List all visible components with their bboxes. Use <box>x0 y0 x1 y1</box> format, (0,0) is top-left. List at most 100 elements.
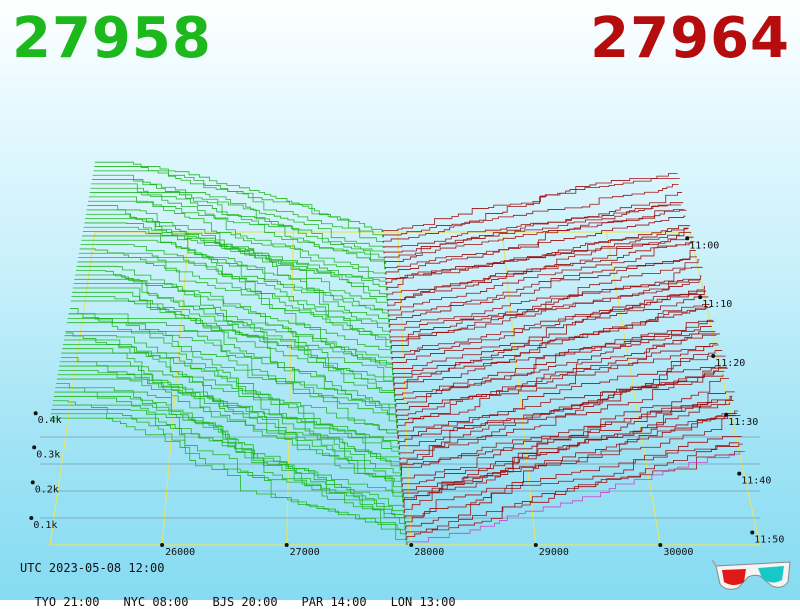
bid-depth-line <box>81 239 390 328</box>
ask-depth-line <box>385 228 688 280</box>
ask-depth-line <box>399 355 726 455</box>
z-tick-mark <box>30 480 35 485</box>
bid-depth-line <box>90 187 385 264</box>
ask-depth-line <box>394 319 713 397</box>
z-tick-mark <box>29 516 34 520</box>
bid-depth-line <box>84 222 388 307</box>
bid-depth-line <box>82 231 389 317</box>
ask-depth-line <box>398 370 725 450</box>
ask-curves <box>382 173 746 545</box>
ask-depth-line <box>401 402 731 477</box>
bid-depth-line <box>70 300 396 402</box>
bid-curves <box>50 161 407 545</box>
ask-depth-line <box>386 225 691 291</box>
bid-depth-line <box>71 296 395 397</box>
x-grid-line <box>286 231 294 546</box>
time-tick-label: 11:40 <box>741 476 771 487</box>
ask-depth-line <box>404 410 739 514</box>
x-tick-label: 29000 <box>539 547 569 558</box>
bid-depth-line <box>76 265 392 360</box>
bid-depth-line <box>52 404 406 530</box>
time-tick-mark <box>737 471 742 476</box>
ask-depth-line <box>405 435 742 530</box>
utc-time: UTC 2023-05-08 12:00 <box>20 561 165 575</box>
ask-depth-line <box>397 365 721 434</box>
ask-depth-line <box>391 289 704 355</box>
bid-depth-line <box>83 226 389 312</box>
ask-depth-line <box>386 227 689 286</box>
ask-depth-line <box>393 296 709 376</box>
x-tick-mark <box>409 543 414 547</box>
bid-depth-line <box>56 383 404 503</box>
time-tick-label: 11:30 <box>728 417 758 428</box>
ask-depth-line <box>398 350 723 439</box>
x-tick-mark <box>284 543 289 547</box>
bid-depth-line <box>67 317 397 423</box>
ask-depth-line <box>395 331 716 408</box>
bid-depth-line <box>62 343 400 455</box>
bid-depth-line <box>65 330 398 439</box>
ask-depth-line <box>389 259 700 333</box>
time-tick-mark <box>724 412 729 417</box>
bid-depth-line <box>51 409 406 535</box>
ask-depth-line <box>387 236 694 307</box>
bid-depth-line <box>88 200 386 280</box>
ask-depth-line <box>384 209 685 264</box>
bid-depth-line <box>56 378 403 498</box>
bid-depth-line <box>64 335 399 445</box>
ask-depth-line <box>399 366 727 461</box>
bid-depth-line <box>53 396 405 519</box>
bid-depth-line <box>54 391 404 514</box>
z-tick-mark <box>32 445 37 450</box>
ask-depth-line <box>401 395 733 487</box>
ask-price: 27964 <box>590 6 790 71</box>
time-tick-label: 11:20 <box>715 358 745 369</box>
ask-depth-line <box>396 343 718 418</box>
bid-depth-line <box>73 283 394 381</box>
ask-depth-line <box>388 241 695 312</box>
ask-depth-line <box>389 279 699 328</box>
time-tick-mark <box>750 530 755 535</box>
timezone-row: TYO 21:00 NYC 08:00 BJS 20:00 PAR 14:00 LON … <box>20 581 480 609</box>
bid-depth-line <box>74 278 393 376</box>
z-tick-label: 0.2k <box>35 484 59 495</box>
bid-depth-line <box>78 252 391 344</box>
bid-depth-line <box>89 192 386 270</box>
bid-depth-line <box>88 196 386 275</box>
bid-depth-line <box>60 356 401 471</box>
bid-depth-line <box>92 174 384 248</box>
3d-glasses-icon[interactable] <box>712 558 794 594</box>
ask-depth-line <box>384 202 684 259</box>
x-tick-label: 28000 <box>414 547 444 558</box>
tz-par: PAR 14:00 <box>301 595 367 609</box>
x-tick-label: 30000 <box>663 547 693 558</box>
z-tick-mark <box>33 411 38 416</box>
x-grid-line <box>605 231 661 546</box>
bid-depth-line <box>94 166 383 238</box>
bid-depth-line <box>53 400 405 524</box>
bid-depth-line <box>61 352 401 466</box>
ask-depth-line <box>404 442 740 519</box>
ask-depth-line <box>390 279 701 339</box>
tz-nyc: NYC 08:00 <box>123 595 189 609</box>
z-tick-label: 0.4k <box>38 415 62 426</box>
z-tick-label: 0.3k <box>36 449 60 460</box>
ask-depth-line <box>395 320 715 402</box>
bid-depth-line <box>85 218 388 301</box>
z-tick-label: 0.1k <box>33 520 57 531</box>
ask-depth-line <box>397 333 720 429</box>
ask-depth-line <box>406 450 744 540</box>
chart-ticks: 26000 27000 28000 29000 30000 0.1k 0.2k 0.3k 0.4… <box>29 236 784 558</box>
x-tick-label: 26000 <box>165 547 195 558</box>
ask-depth-line <box>393 304 710 381</box>
ask-depth-line <box>403 415 736 503</box>
bid-depth-line <box>78 257 391 349</box>
x-grid-line <box>501 231 537 546</box>
x-tick-mark <box>533 543 538 547</box>
bid-depth-line <box>69 308 396 408</box>
time-tick-mark <box>711 353 716 358</box>
bid-depth-line <box>68 313 397 418</box>
ask-depth-line <box>382 183 679 238</box>
time-tick-label: 11:10 <box>702 299 732 310</box>
ask-depth-line <box>390 275 702 344</box>
